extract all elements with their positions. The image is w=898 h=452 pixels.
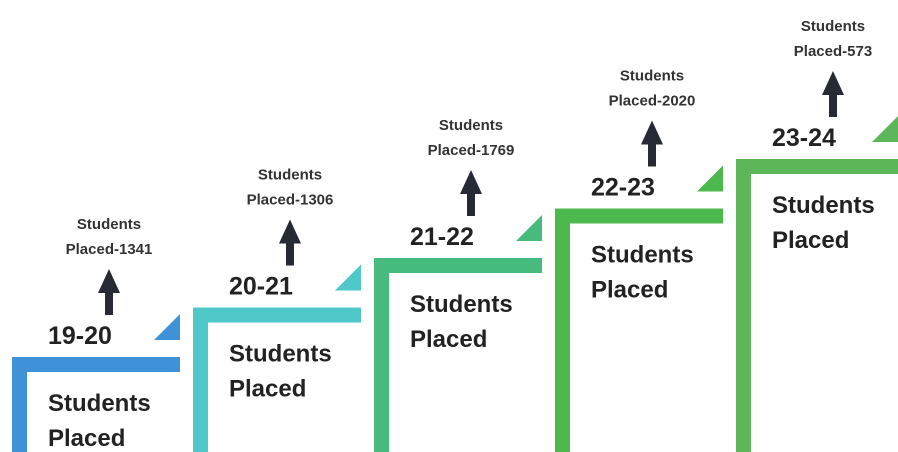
step-caption: Students — [258, 167, 322, 184]
step-bar — [12, 357, 180, 372]
step-caption: Students — [77, 216, 141, 233]
step-label: Placed — [229, 376, 306, 403]
step-caption: Students — [801, 18, 865, 35]
up-arrow — [460, 170, 482, 216]
step-triangle — [516, 215, 542, 241]
step-riser — [736, 159, 751, 452]
step-caption: Placed-1769 — [428, 142, 515, 159]
step-label: Placed — [591, 277, 668, 304]
step-bar — [555, 208, 723, 224]
step: 21-22 Students Placed-1769 Students Placed — [374, 117, 542, 452]
step-caption: Placed-1341 — [66, 241, 153, 258]
step-caption: Placed-1306 — [247, 192, 334, 209]
step-riser — [374, 258, 389, 452]
step-triangle — [154, 314, 180, 340]
step: 23-24 Students Placed-573 Students Placed — [736, 18, 898, 452]
step-year: 20-21 — [229, 273, 293, 301]
up-arrow — [279, 219, 301, 266]
step-label: Placed — [772, 227, 849, 254]
step-triangle — [872, 116, 898, 142]
step-label: Students — [229, 341, 332, 368]
step-riser — [12, 357, 27, 452]
step-riser — [555, 208, 570, 452]
step-label: Placed — [48, 425, 125, 452]
step-caption: Placed-573 — [794, 43, 872, 60]
step-label: Placed — [410, 326, 487, 353]
up-arrow — [822, 71, 844, 117]
step-label: Students — [48, 390, 151, 417]
step-triangle — [697, 165, 723, 192]
up-arrow — [98, 269, 120, 315]
step-triangle — [335, 264, 361, 291]
step-year: 22-23 — [591, 174, 655, 202]
step-year: 21-22 — [410, 223, 474, 251]
step-label: Students — [591, 242, 694, 269]
step-bar — [736, 159, 898, 174]
step-year: 23-24 — [772, 124, 836, 152]
step-bar — [193, 307, 361, 323]
step-bar — [374, 258, 542, 273]
step-caption: Students — [620, 68, 684, 85]
step-riser — [193, 307, 208, 452]
step-caption: Students — [439, 117, 503, 134]
up-arrow — [641, 120, 663, 167]
step: 22-23 Students Placed-2020 Students Placed — [555, 68, 723, 452]
step: 19-20 Students Placed-1341 Students Placed — [12, 216, 180, 452]
step: 20-21 Students Placed-1306 Students Placed — [193, 167, 361, 452]
step-label: Students — [410, 291, 513, 318]
step-caption: Placed-2020 — [609, 93, 696, 110]
step-year: 19-20 — [48, 322, 112, 350]
step-label: Students — [772, 192, 875, 219]
